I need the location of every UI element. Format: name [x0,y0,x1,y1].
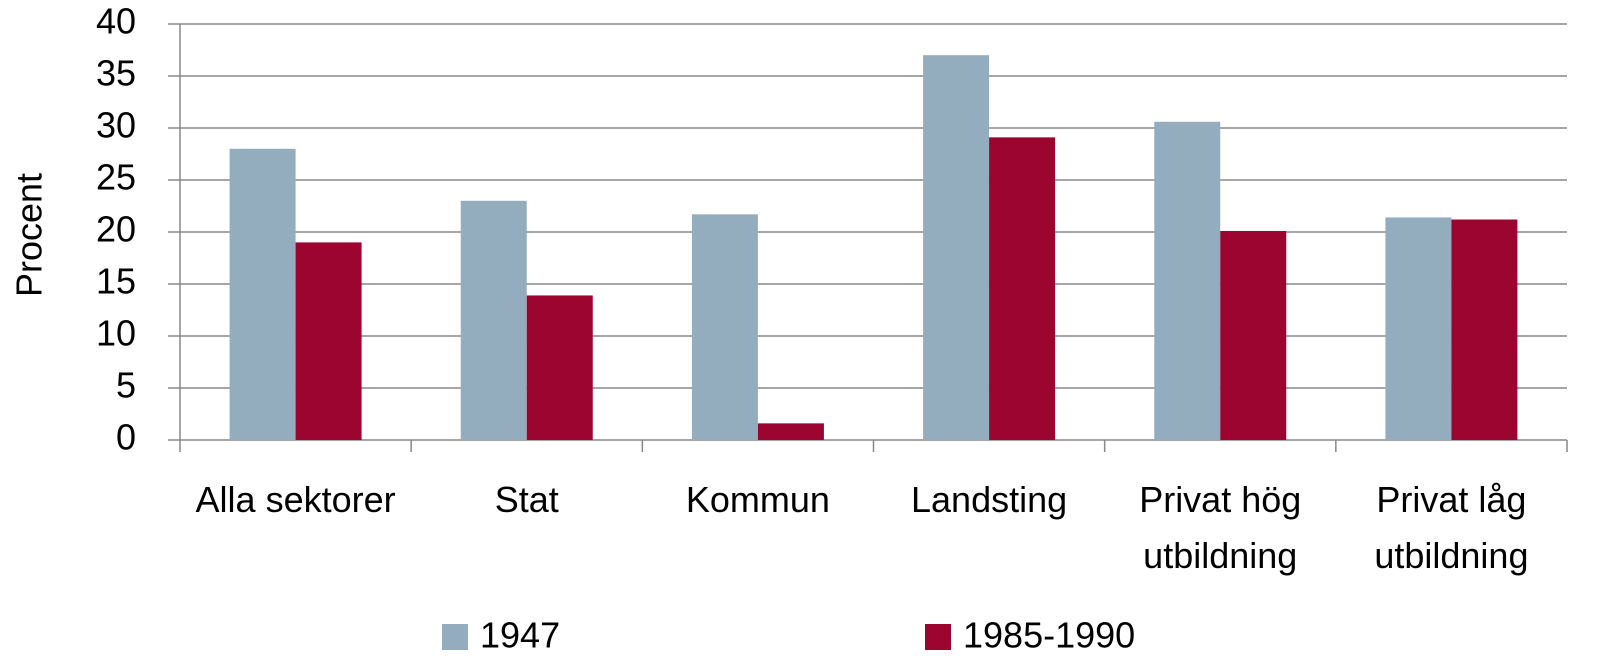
x-tick-label-box: Privat hög utbildning [1139,479,1302,576]
bar [923,55,990,440]
y-tick-label: 10 [96,313,136,354]
bar [526,295,593,440]
bar [691,214,758,440]
legend-swatch [925,624,951,650]
bar [757,423,824,440]
x-tick-label: Alla sektorer [195,479,396,520]
y-tick-label: 35 [96,53,136,94]
x-tick-label-box: Alla sektorer [195,479,396,520]
y-tick-label: 5 [116,365,136,406]
legend-label: 1985-1990 [963,615,1135,656]
bar [1154,121,1221,440]
x-tick-label-box: Stat [494,479,559,520]
bar [1451,219,1518,440]
x-tick-label: Kommun [685,479,830,520]
x-tick-label: Privat hög utbildning [1139,479,1302,576]
y-tick-label: 40 [96,1,136,42]
y-tick-label: 0 [116,417,136,458]
x-tick-label: Stat [494,479,559,520]
x-tick-label-box: Privat låg utbildning [1374,479,1529,576]
legend-swatch [442,624,468,650]
y-tick-label: 20 [96,209,136,250]
bar [1385,217,1452,440]
x-tick-label-box: Landsting [911,479,1068,520]
y-tick-label: 15 [96,261,136,302]
bar [229,148,296,441]
x-tick-label-box: Kommun [685,479,830,520]
x-tick-label: Privat låg utbildning [1374,479,1529,576]
bar [1220,230,1287,440]
x-tick-label: Landsting [911,479,1068,520]
y-tick-label: 25 [96,157,136,198]
y-axis-label: Procent [9,173,50,297]
bar [460,200,527,440]
legend-label: 1947 [480,615,560,656]
y-tick-label: 30 [96,105,136,146]
bar [295,242,362,440]
bar [989,137,1056,441]
